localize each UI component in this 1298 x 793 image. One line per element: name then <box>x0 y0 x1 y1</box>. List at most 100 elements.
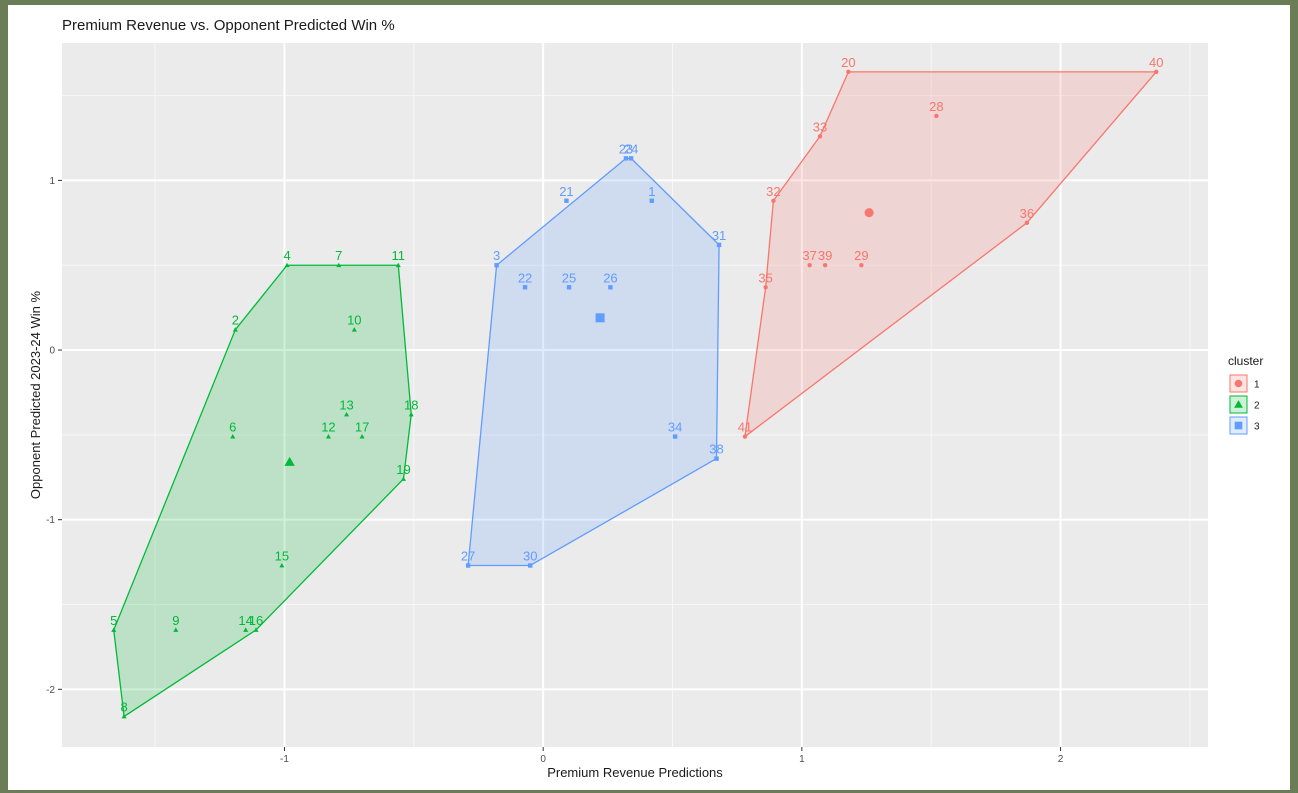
point-2 <box>232 327 238 332</box>
point-39 <box>822 263 828 268</box>
point-label-41: 41 <box>738 420 752 435</box>
point-41 <box>742 434 748 439</box>
point-1 <box>649 198 655 203</box>
point-label-31: 31 <box>712 228 726 243</box>
legend-label-1: 1 <box>1254 380 1260 391</box>
legend-label-3: 3 <box>1254 422 1260 433</box>
point-7 <box>336 262 342 268</box>
point-label-32: 32 <box>766 184 780 199</box>
point-20 <box>846 69 851 75</box>
point-label-8: 8 <box>120 699 127 714</box>
x-axis: -1 0 1 2 <box>280 747 1064 765</box>
y-tick-label: 0 <box>49 346 55 357</box>
point-38 <box>714 456 719 461</box>
point-label-16: 16 <box>249 613 263 628</box>
legend: cluster 1 2 3 <box>1228 354 1263 435</box>
point-24 <box>628 156 634 161</box>
x-tick-label: 1 <box>799 754 805 765</box>
data-points <box>111 69 1159 719</box>
x-axis-title: Premium Revenue Predictions <box>547 765 723 780</box>
y-axis: -2 -1 0 1 <box>46 176 62 696</box>
point-27 <box>465 563 471 568</box>
point-label-25: 25 <box>562 270 576 285</box>
point-label-34: 34 <box>668 420 682 435</box>
point-label-15: 15 <box>275 548 289 563</box>
point-label-33: 33 <box>813 119 827 134</box>
point-16 <box>253 627 259 632</box>
point-26 <box>608 285 613 290</box>
point-label-37: 37 <box>802 248 816 263</box>
point-18 <box>408 411 414 417</box>
point-23 <box>623 156 629 161</box>
point-label-22: 22 <box>518 270 532 285</box>
legend-label-2: 2 <box>1254 401 1260 412</box>
point-label-4: 4 <box>283 248 290 263</box>
y-tick-label: -2 <box>46 685 55 696</box>
legend-symbol-1 <box>1234 379 1243 388</box>
point-label-12: 12 <box>321 420 335 435</box>
point-label-40: 40 <box>1149 55 1163 70</box>
point-label-39: 39 <box>818 248 832 263</box>
legend-symbol-2 <box>1234 400 1243 408</box>
point-3 <box>494 263 499 268</box>
point-36 <box>1024 220 1030 226</box>
y-axis-title: Opponent Predicted 2023-24 Win % <box>28 291 43 500</box>
y-tick-label: -1 <box>46 515 55 526</box>
point-30 <box>528 563 533 568</box>
point-34 <box>672 434 678 439</box>
point-label-2: 2 <box>232 313 239 328</box>
legend-title: cluster <box>1228 354 1263 368</box>
point-21 <box>564 198 569 203</box>
point-11 <box>395 262 401 268</box>
plot-panel <box>62 43 1208 747</box>
point-label-38: 38 <box>709 442 723 457</box>
cluster-2-centroid <box>284 456 295 466</box>
chart-frame: Premium Revenue vs. Opponent Predicted W… <box>8 5 1290 790</box>
cluster-centroids <box>284 208 874 466</box>
legend-symbol-3 <box>1234 421 1243 430</box>
point-8 <box>121 713 127 719</box>
point-29 <box>859 263 864 268</box>
point-label-23: 23 <box>619 141 633 156</box>
point-label-24: 24 <box>624 141 638 156</box>
point-label-10: 10 <box>347 313 361 328</box>
point-14 <box>243 627 249 632</box>
point-28 <box>934 113 939 119</box>
point-33 <box>817 134 823 139</box>
point-5 <box>111 627 117 632</box>
point-35 <box>763 285 768 290</box>
point-label-26: 26 <box>603 270 617 285</box>
point-31 <box>716 242 722 248</box>
point-22 <box>522 285 528 290</box>
chart-title: Premium Revenue vs. Opponent Predicted W… <box>62 17 395 34</box>
major-gridlines <box>62 43 1208 747</box>
point-label-1: 1 <box>648 184 655 199</box>
point-label-28: 28 <box>929 99 943 114</box>
cluster-1-centroid <box>864 208 874 218</box>
point-label-9: 9 <box>172 613 179 628</box>
point-label-3: 3 <box>493 248 500 263</box>
point-label-35: 35 <box>758 270 772 285</box>
minor-gridlines <box>62 43 1208 747</box>
y-tick-label: 1 <box>49 176 55 187</box>
x-tick-label: 2 <box>1058 754 1064 765</box>
x-tick-label: -1 <box>280 754 289 765</box>
point-label-18: 18 <box>404 398 418 413</box>
point-10 <box>351 327 357 332</box>
point-label-27: 27 <box>461 548 475 563</box>
scatter-chart: Premium Revenue vs. Opponent Predicted W… <box>28 17 1263 780</box>
point-15 <box>279 562 285 568</box>
point-label-14: 14 <box>238 613 252 628</box>
x-tick-label: 0 <box>540 754 546 765</box>
point-6 <box>230 434 236 439</box>
cluster-1-hull <box>744 71 1157 438</box>
point-17 <box>359 434 365 439</box>
point-12 <box>325 434 331 439</box>
point-label-29: 29 <box>854 248 868 263</box>
point-label-20: 20 <box>841 55 855 70</box>
point-label-17: 17 <box>355 420 369 435</box>
cluster-3-hull <box>467 157 720 567</box>
cluster-3-centroid <box>595 313 605 323</box>
point-label-36: 36 <box>1020 206 1034 221</box>
